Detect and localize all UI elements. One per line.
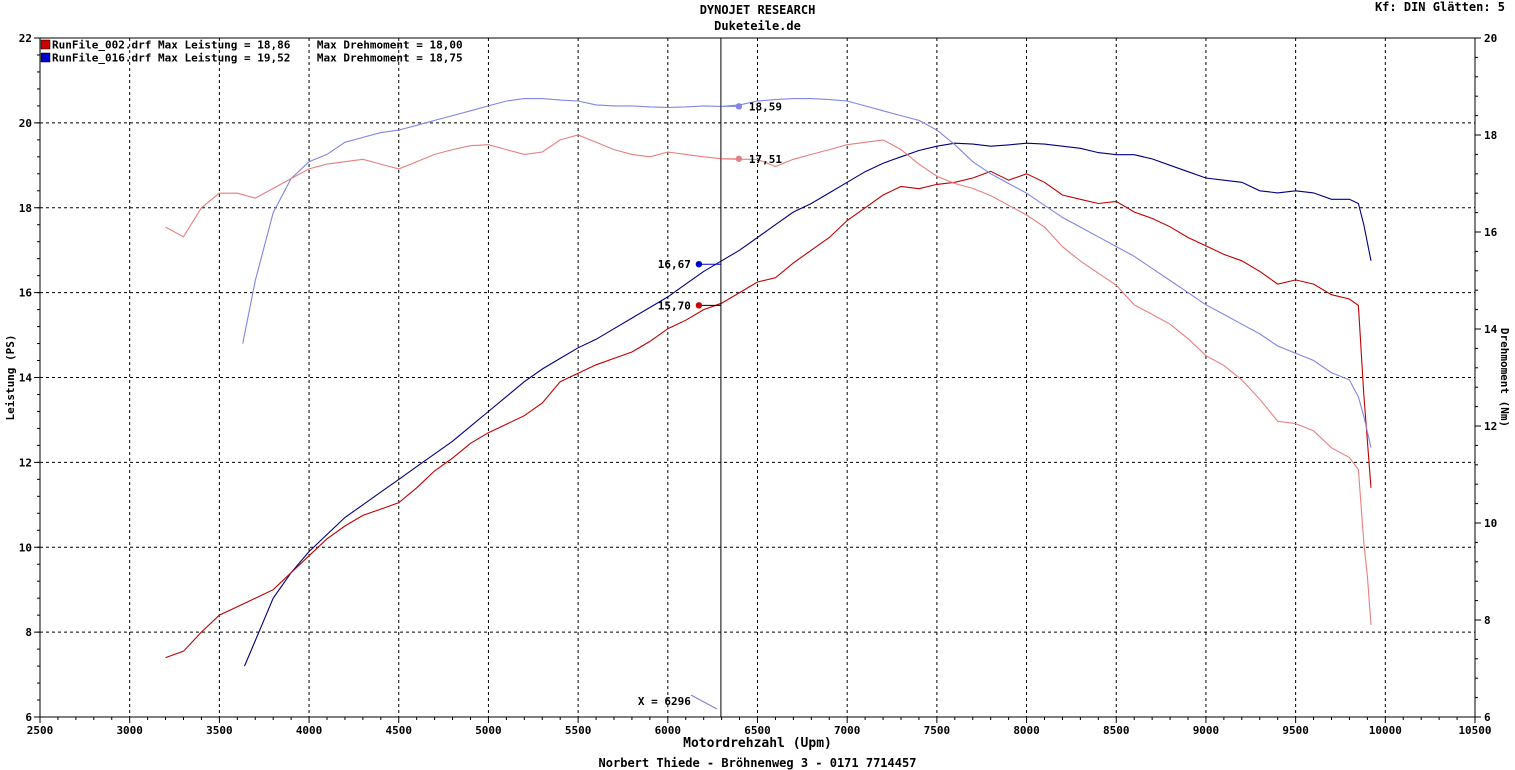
y-right-tick-label: 14 [1484,323,1498,336]
marker-dot-0 [695,260,703,268]
x-tick-label: 7500 [924,724,951,737]
legend-swatch-1 [40,52,51,63]
x-tick-label: 10000 [1369,724,1402,737]
y-left-tick-label: 10 [19,541,32,554]
x-tick-label: 10500 [1458,724,1491,737]
x-tick-label: 4500 [386,724,413,737]
y-left-tick-label: 14 [19,372,33,385]
x-tick-label: 8500 [1103,724,1130,737]
x-tick-label: 2500 [27,724,54,737]
y-left-tick-label: 16 [19,287,33,300]
marker-label-2: 18,59 [749,100,782,113]
x-tick-label: 6000 [655,724,682,737]
x-tick-label: 4000 [296,724,323,737]
x-tick-label: 3000 [116,724,143,737]
x-tick-label: 5500 [565,724,592,737]
x-tick-label: 5000 [475,724,502,737]
y-right-tick-label: 8 [1484,614,1491,627]
marker-label-3: 17,51 [749,153,782,166]
series-lines [165,98,1372,667]
grid-lines [40,38,1475,717]
y-right-tick-label: 6 [1484,711,1491,724]
y-left-tick-label: 12 [19,456,32,469]
marker-dot-3 [735,155,743,162]
chart-title: DYNOJET RESEARCH [699,3,816,17]
axes: 2500 3000 3500 4000 4500 5000 5500 6000 6500 7000… [4,32,1511,737]
y-left-axis-label: Leistung (PS) [4,334,17,420]
footer-text: Norbert Thiede - Bröhnenweg 3 - 0171 771… [598,756,917,770]
y-right-axis-label: Drehmoment (Nm) [1498,328,1511,427]
x-tick-label: 6500 [744,724,771,737]
y-left-tick-label: 8 [25,626,32,639]
x-tick-label: 7000 [834,724,861,737]
series-line-0 [243,142,1372,667]
y-right-tick-label: 18 [1484,129,1497,142]
x-tick-label: 9500 [1282,724,1309,737]
y-left-tick-label: 6 [25,711,32,724]
series-line-2 [242,98,1372,448]
series-line-3 [165,134,1372,625]
settings-readout: Kf: DIN Glätten: 5 [1374,0,1505,14]
x-axis-label: Motordrehzahl (Upm) [683,736,832,751]
y-left-tick-label: 20 [19,117,32,130]
marker-dot-1 [695,302,703,309]
marker-dot-2 [735,103,743,110]
legend-swatch-0 [40,39,51,50]
chart-subtitle: Duketeile.de [714,19,801,33]
y-left-tick-label: 18 [19,202,32,215]
legend-entry-0: RunFile_002.drf Max Leistung = 18,86 Max… [52,39,463,52]
y-right-tick-label: 10 [1484,517,1497,530]
cursor-pointer [690,694,718,710]
y-right-tick-label: 12 [1484,420,1497,433]
marker-label-0: 16,67 [658,258,691,271]
x-tick-label: 3500 [206,724,233,737]
legend: RunFile_002.drf Max Leistung = 18,86 Max… [40,39,463,65]
x-tick-label: 9000 [1193,724,1220,737]
cursor-label: X = 6296 [638,695,691,708]
cursor-overlay: X = 6296 16,67 15,70 18,59 17,51 [638,38,782,717]
x-tick-label: 8000 [1013,724,1040,737]
y-left-tick-label: 22 [19,32,32,45]
y-right-tick-label: 20 [1484,32,1497,45]
series-line-1 [165,170,1372,659]
marker-label-1: 15,70 [658,299,691,312]
y-right-tick-label: 16 [1484,226,1498,239]
legend-entry-1: RunFile_016.drf Max Leistung = 19,52 Max… [52,52,463,65]
